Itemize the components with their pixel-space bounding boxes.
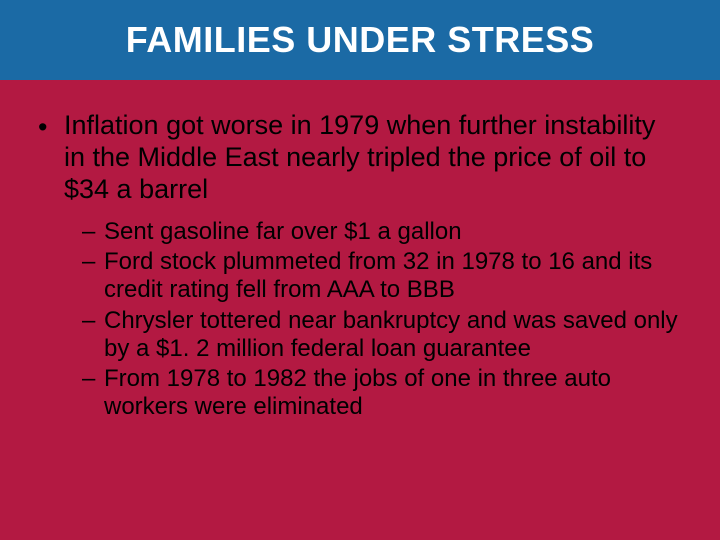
main-bullet-item: • Inflation got worse in 1979 when furth… bbox=[38, 110, 682, 206]
main-bullet-text: Inflation got worse in 1979 when further… bbox=[64, 110, 682, 206]
main-bullet-list: • Inflation got worse in 1979 when furth… bbox=[38, 110, 682, 206]
bullet-marker: • bbox=[38, 110, 64, 144]
slide: FAMILIES UNDER STRESS • Inflation got wo… bbox=[0, 0, 720, 540]
dash-marker: – bbox=[82, 218, 104, 246]
sub-bullet-text: Chrysler tottered near bankruptcy and wa… bbox=[104, 307, 682, 364]
dash-marker: – bbox=[82, 248, 104, 276]
sub-bullet-text: From 1978 to 1982 the jobs of one in thr… bbox=[104, 365, 682, 422]
sub-bullet-list: – Sent gasoline far over $1 a gallon – F… bbox=[38, 218, 682, 422]
sub-bullet-text: Sent gasoline far over $1 a gallon bbox=[104, 218, 682, 246]
title-band: FAMILIES UNDER STRESS bbox=[0, 0, 720, 80]
sub-bullet-item: – Sent gasoline far over $1 a gallon bbox=[82, 218, 682, 246]
slide-title: FAMILIES UNDER STRESS bbox=[126, 19, 595, 61]
sub-bullet-item: – Chrysler tottered near bankruptcy and … bbox=[82, 307, 682, 364]
sub-bullet-text: Ford stock plummeted from 32 in 1978 to … bbox=[104, 248, 682, 305]
dash-marker: – bbox=[82, 365, 104, 393]
dash-marker: – bbox=[82, 307, 104, 335]
sub-bullet-item: – From 1978 to 1982 the jobs of one in t… bbox=[82, 365, 682, 422]
slide-body: • Inflation got worse in 1979 when furth… bbox=[0, 80, 720, 540]
sub-bullet-item: – Ford stock plummeted from 32 in 1978 t… bbox=[82, 248, 682, 305]
